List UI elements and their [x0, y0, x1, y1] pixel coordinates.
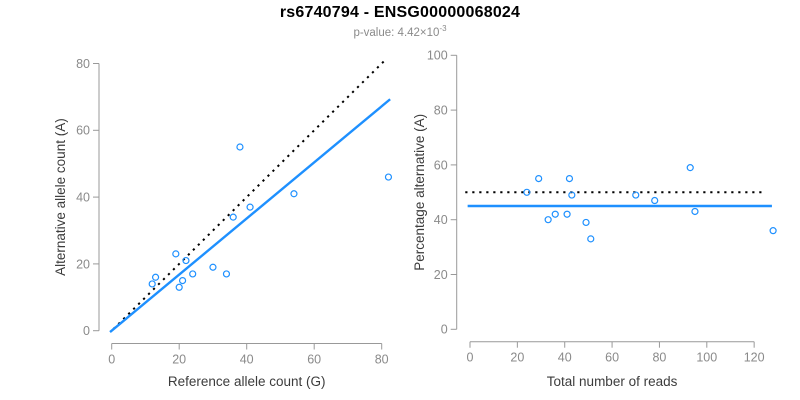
- data-point: [290, 190, 298, 198]
- x-tick-label: 40: [558, 351, 572, 365]
- data-point: [209, 263, 217, 271]
- data-point: [568, 191, 576, 199]
- data-point: [691, 207, 699, 216]
- x-tick-label: 60: [307, 353, 321, 367]
- data-point: [148, 280, 156, 288]
- data-point: [222, 270, 231, 278]
- x-tick-label: 80: [652, 351, 666, 365]
- y-tick-label: 40: [434, 213, 448, 227]
- x-tick-label: 120: [744, 351, 765, 365]
- plot-subtitle: p-value: 4.42×10-3: [0, 24, 800, 39]
- x-tick-label: 80: [375, 353, 389, 367]
- regression-line: [109, 98, 391, 334]
- data-point: [587, 235, 595, 243]
- y-tick-label: 100: [427, 49, 448, 63]
- x-tick-label: 20: [172, 353, 186, 367]
- data-point: [632, 191, 640, 199]
- pvalue-exponent: -3: [439, 24, 447, 33]
- x-tick-label: 0: [467, 351, 474, 365]
- data-point: [172, 250, 180, 258]
- identity-line: [112, 57, 388, 330]
- y-axis-title: Percentage alternative (A): [412, 114, 427, 271]
- x-axis-title: Total number of reads: [547, 374, 678, 389]
- data-point: [544, 216, 552, 224]
- data-point: [246, 203, 254, 211]
- data-point: [651, 196, 659, 205]
- data-point: [182, 256, 190, 265]
- percentage-vs-coverage-scatter-panel: 0 20 40 60 80 100 0 20 40 60 80 100 120 Total number …: [412, 49, 777, 389]
- x-tick-label: 20: [510, 351, 524, 365]
- pvalue-label: p-value:: [353, 26, 398, 39]
- y-tick-label: 80: [76, 57, 90, 71]
- data-point: [551, 210, 559, 218]
- y-tick-label: 80: [434, 103, 448, 117]
- data-point: [563, 210, 571, 218]
- y-tick-label: 40: [76, 190, 90, 204]
- y-tick-label: 20: [434, 268, 448, 282]
- data-point: [236, 143, 244, 151]
- pvalue-base: 4.42×10: [397, 26, 440, 39]
- data-point: [175, 283, 183, 291]
- data-point: [769, 227, 777, 235]
- y-tick-label: 20: [76, 257, 90, 271]
- data-point: [229, 213, 237, 221]
- y-tick-label: 60: [434, 158, 448, 172]
- data-point: [565, 175, 574, 183]
- data-point: [582, 218, 590, 227]
- x-tick-label: 0: [108, 353, 115, 367]
- data-point: [178, 277, 187, 285]
- y-axis-title: Alternative allele count (A): [53, 118, 68, 276]
- x-tick-label: 60: [605, 351, 619, 365]
- y-tick-label: 0: [441, 323, 448, 337]
- data-point: [151, 273, 160, 281]
- data-point: [384, 173, 393, 181]
- plot-title: rs6740794 - ENSG00000068024: [279, 4, 521, 21]
- allele-counts-scatter-panel: 0 20 40 60 80 0 20 40 60 80 Reference allele count…: [53, 57, 393, 389]
- x-tick-label: 40: [240, 353, 254, 367]
- data-point: [686, 164, 694, 172]
- data-point: [535, 175, 543, 183]
- data-point: [189, 270, 197, 278]
- x-axis-title: Reference allele count (G): [168, 374, 326, 389]
- x-tick-label: 100: [696, 351, 717, 365]
- y-tick-label: 0: [83, 324, 90, 338]
- y-tick-label: 60: [76, 124, 90, 138]
- data-point: [523, 188, 531, 196]
